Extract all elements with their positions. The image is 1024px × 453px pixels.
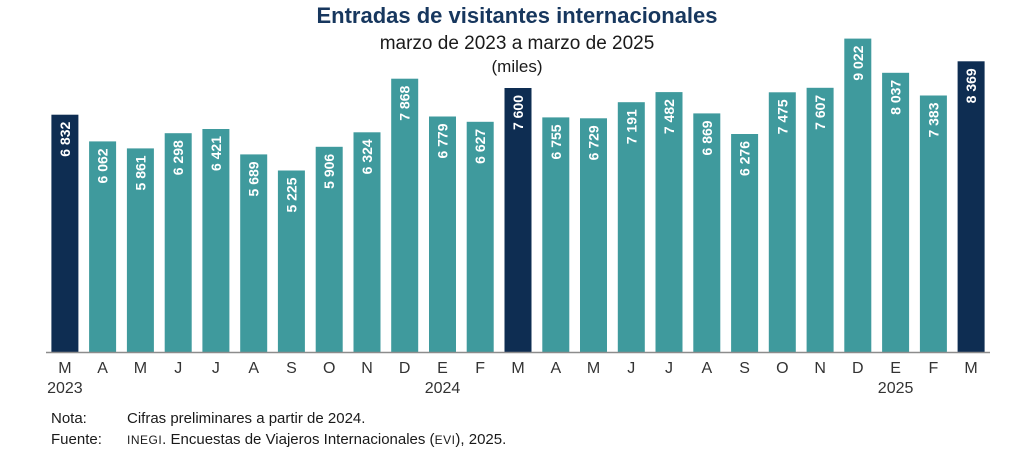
bar	[353, 132, 381, 352]
bar	[580, 118, 607, 352]
bar-value-label: 7 868	[397, 85, 413, 120]
note-line: Nota: Cifras preliminares a partir de 202…	[51, 408, 506, 429]
source-org: INEGI	[127, 433, 163, 447]
x-tick-label: A	[701, 360, 712, 377]
bar	[919, 95, 947, 352]
bar-value-label: 6 276	[737, 141, 753, 176]
x-tick-label: F	[475, 360, 485, 377]
x-year-label: 2024	[425, 380, 461, 397]
x-tick-label: M	[964, 360, 977, 377]
x-tick-label: S	[739, 360, 750, 377]
x-tick-label: A	[248, 360, 259, 377]
x-tick-label: E	[437, 360, 448, 377]
x-tick-label: D	[852, 360, 864, 377]
bar-value-label: 5 861	[132, 155, 148, 190]
bar-value-label: 7 383	[925, 102, 941, 137]
bar	[542, 117, 570, 353]
bar-value-label: 6 755	[548, 124, 564, 159]
x-tick-label: J	[665, 360, 673, 377]
bar-value-label: 9 022	[850, 45, 866, 80]
bar-value-label: 8 037	[888, 80, 904, 115]
x-tick-label: J	[627, 360, 635, 377]
bar	[768, 92, 796, 353]
bar	[693, 113, 721, 353]
bar	[617, 102, 645, 352]
bar	[882, 72, 910, 353]
bar-value-label: 7 475	[774, 99, 790, 134]
x-tick-label: N	[361, 360, 373, 377]
bar-value-label: 6 627	[472, 129, 488, 164]
x-tick-label: S	[286, 360, 297, 377]
x-tick-label: M	[587, 360, 600, 377]
chart-subtitle: marzo de 2023 a marzo de 2025	[379, 33, 655, 54]
bar-value-label: 5 906	[321, 154, 337, 189]
bar-value-label: 6 062	[95, 148, 111, 183]
bar-value-label: 6 729	[586, 125, 602, 160]
x-tick-label: D	[399, 360, 411, 377]
chart-unit: (miles)	[491, 57, 543, 76]
x-tick-label: E	[890, 360, 901, 377]
bar	[391, 78, 419, 352]
bar	[806, 87, 834, 353]
x-tick-label: J	[212, 360, 220, 377]
bar	[957, 61, 985, 353]
bar	[51, 114, 79, 352]
bar	[429, 116, 456, 352]
bar	[89, 141, 117, 352]
bar	[164, 133, 192, 352]
note-text: Cifras preliminares a partir de 2024.	[127, 410, 366, 427]
x-tick-label: M	[58, 360, 71, 377]
bar-value-label: 6 832	[57, 121, 73, 156]
bar-chart: 6 832 M 2023 6 062 A 5 861 M 6 298 J 6 421 J 5 689 A…	[46, 38, 990, 397]
bar	[126, 148, 154, 352]
bar-value-label: 6 869	[699, 120, 715, 155]
chart-notes: Nota: Cifras preliminares a partir de 202…	[51, 408, 506, 451]
x-tick-label: O	[323, 360, 335, 377]
x-tick-label: A	[550, 360, 561, 377]
x-tick-label: N	[814, 360, 826, 377]
bar	[466, 121, 494, 352]
bar-value-label: 7 600	[510, 95, 526, 130]
x-tick-label: O	[776, 360, 788, 377]
bar-value-label: 8 369	[963, 68, 979, 103]
x-year-label: 2023	[47, 380, 83, 397]
bar	[504, 88, 532, 352]
bar-value-label: 7 607	[812, 95, 828, 130]
bar-value-label: 6 298	[170, 140, 186, 175]
bar	[844, 38, 872, 352]
bar	[655, 92, 683, 352]
source-line: Fuente: INEGI. Encuestas de Viajeros Inte…	[51, 429, 506, 451]
bar-value-label: 5 225	[283, 177, 299, 212]
note-label: Nota:	[51, 410, 87, 427]
x-tick-label: M	[134, 360, 147, 377]
bar	[240, 154, 268, 352]
bar-value-label: 7 191	[623, 109, 639, 144]
bar-value-label: 6 779	[435, 123, 451, 158]
x-tick-label: F	[929, 360, 939, 377]
chart-title: Entradas de visitantes internacionales	[316, 3, 718, 28]
bar	[315, 146, 343, 352]
x-tick-label: J	[174, 360, 182, 377]
bar	[202, 129, 230, 352]
bar-value-label: 6 324	[359, 139, 375, 174]
bar-value-label: 5 689	[246, 161, 262, 196]
x-tick-label: A	[97, 360, 108, 377]
source-text-end: ), 2025.	[455, 431, 507, 448]
bar-value-label: 6 421	[208, 136, 224, 171]
x-year-label: 2025	[878, 380, 914, 397]
bar-value-label: 7 482	[661, 99, 677, 134]
source-abbr: EVI	[434, 433, 456, 447]
bar	[277, 170, 305, 352]
source-text: . Encuestas de Viajeros Internacionales …	[162, 431, 435, 448]
x-tick-label: M	[511, 360, 524, 377]
source-label: Fuente:	[51, 431, 102, 448]
bar	[731, 134, 759, 352]
